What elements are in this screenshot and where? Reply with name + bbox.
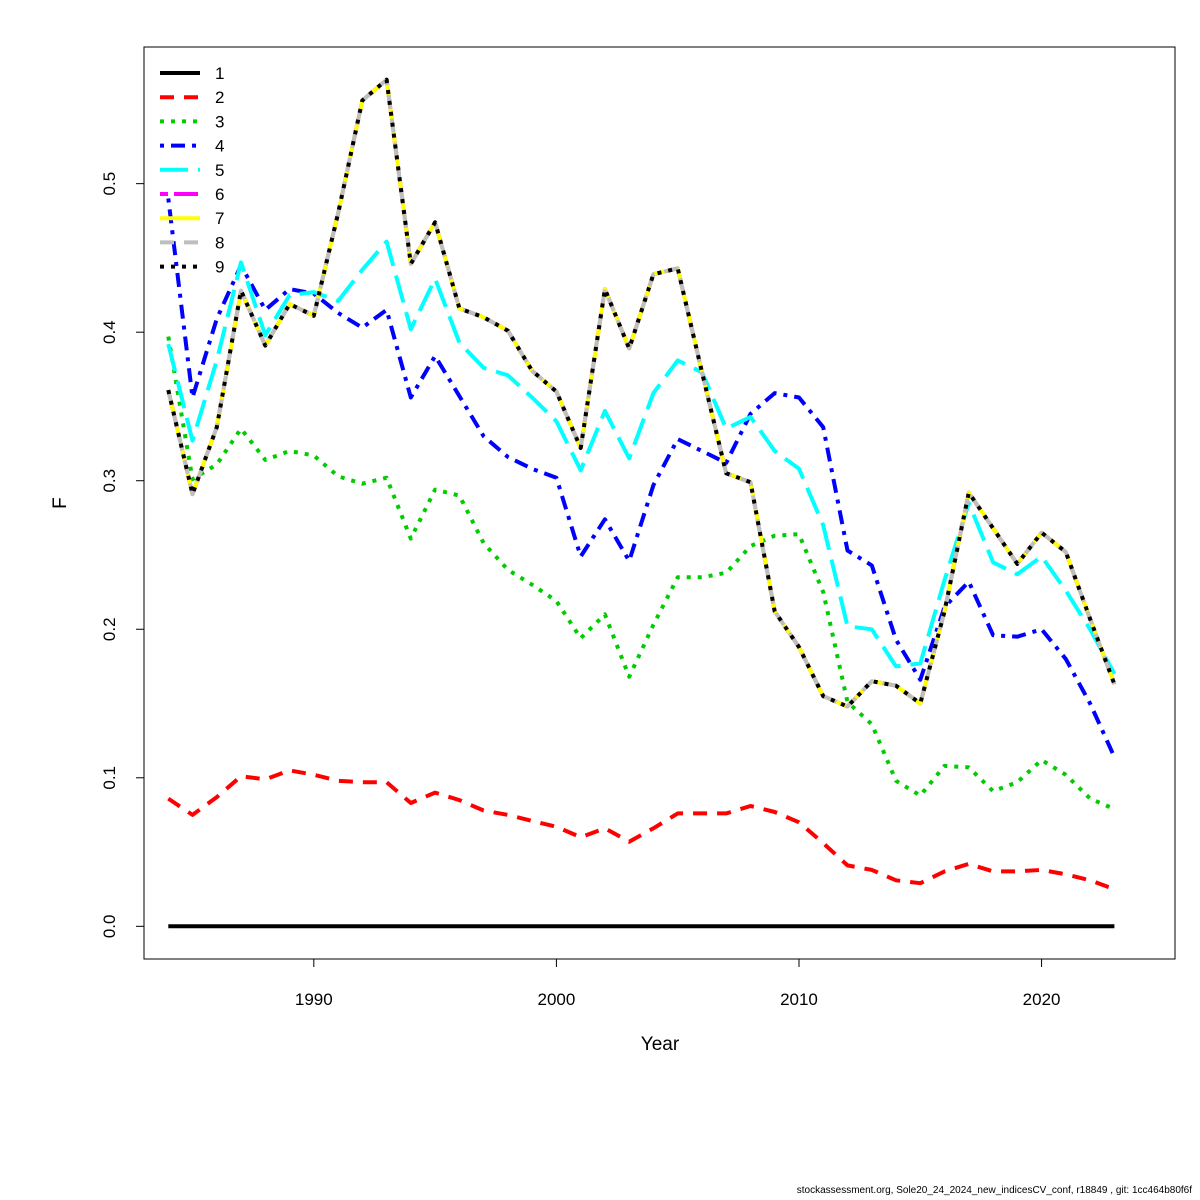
legend-label-5: 5 (215, 161, 224, 180)
legend-label-1: 1 (215, 64, 224, 83)
legend-label-2: 2 (215, 88, 224, 107)
y-axis: 0.0 0.1 0.2 0.3 0.4 0.5 (100, 172, 145, 939)
y-axis-title: F (50, 497, 71, 509)
legend: 1 2 3 4 5 6 7 8 9 (160, 64, 224, 277)
legend-label-8: 8 (215, 233, 224, 252)
series-line-8 (166, 77, 1117, 709)
legend-label-9: 9 (215, 258, 224, 277)
y-tick-label: 0.1 (100, 766, 119, 790)
legend-label-3: 3 (215, 112, 224, 131)
y-tick-label: 0.3 (100, 469, 119, 493)
series-line-4 (166, 198, 1117, 758)
legend-label-6: 6 (215, 185, 224, 204)
y-tick-label: 0.5 (100, 172, 119, 196)
x-tick-label: 2010 (780, 990, 818, 1009)
x-axis: 1990 2000 2010 2020 (295, 958, 1061, 1009)
y-tick-label: 0.0 (100, 915, 119, 939)
series-layer (166, 77, 1117, 929)
legend-label-4: 4 (215, 137, 224, 156)
y-tick-label: 0.2 (100, 617, 119, 641)
series-line-5 (166, 239, 1117, 675)
series-line-2 (167, 768, 1116, 892)
x-tick-label: 2020 (1023, 990, 1061, 1009)
x-axis-title: Year (641, 1034, 680, 1055)
x-tick-label: 1990 (295, 990, 333, 1009)
x-tick-label: 2000 (537, 990, 575, 1009)
legend-label-7: 7 (215, 209, 224, 228)
y-tick-label: 0.4 (100, 320, 119, 344)
series-line-3 (166, 336, 1116, 811)
series-line-9 (166, 77, 1117, 709)
footer-text: stockassessment.org, Sole20_24_2024_new_… (796, 1185, 1192, 1196)
